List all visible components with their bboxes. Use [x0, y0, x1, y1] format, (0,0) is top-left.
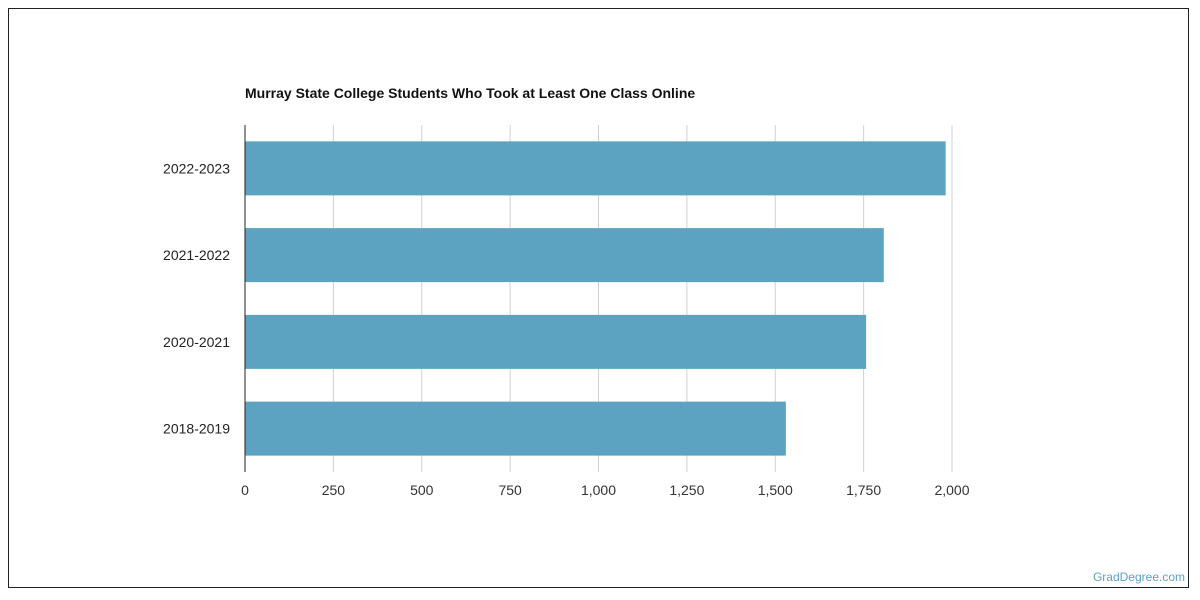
x-tick-label: 1,000 [581, 482, 616, 498]
x-tick-label: 1,750 [846, 482, 881, 498]
labels: 0 250 500 750 1,000 1,250 1,500 1,750 2,000 2022-… [163, 160, 970, 498]
bars [245, 141, 946, 456]
bar [245, 401, 786, 456]
category-label: 2020-2021 [163, 334, 230, 350]
category-label: 2022-2023 [163, 160, 230, 176]
watermark-graddegree[interactable]: GradDegree.com [1092, 570, 1185, 584]
x-tick-label: 750 [498, 482, 522, 498]
category-label: 2018-2019 [163, 421, 230, 437]
x-tick-label: 0 [241, 482, 249, 498]
chart-title: Murray State College Students Who Took a… [245, 85, 696, 101]
x-tick-label: 500 [410, 482, 434, 498]
bar [245, 314, 867, 369]
category-label: 2021-2022 [163, 247, 230, 263]
x-tick-label: 1,500 [758, 482, 793, 498]
x-tick-label: 2,000 [934, 482, 969, 498]
bar [245, 141, 946, 196]
x-tick-label: 250 [322, 482, 346, 498]
bar [245, 228, 884, 283]
x-tick-label: 1,250 [669, 482, 704, 498]
